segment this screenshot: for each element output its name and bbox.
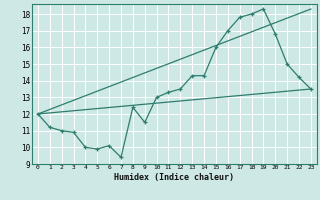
X-axis label: Humidex (Indice chaleur): Humidex (Indice chaleur) <box>115 173 234 182</box>
